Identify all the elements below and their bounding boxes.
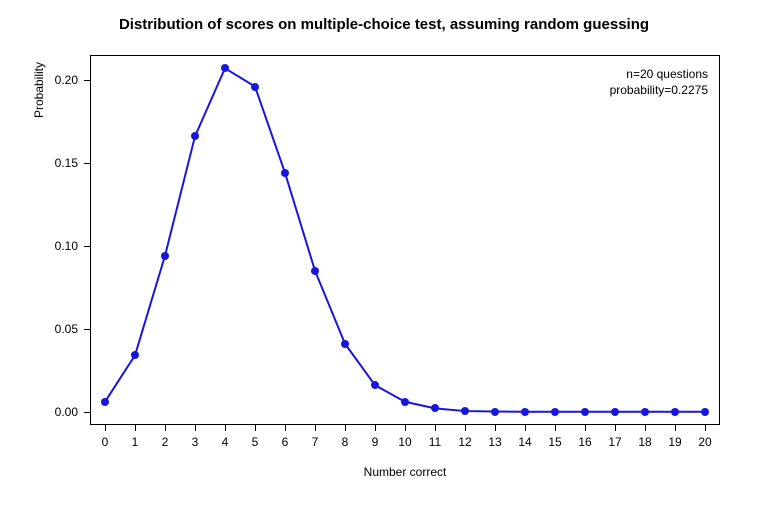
data-point	[701, 408, 709, 416]
series-line	[0, 0, 768, 514]
data-point	[431, 404, 439, 412]
data-point	[521, 408, 529, 416]
data-point	[161, 252, 169, 260]
data-point	[461, 407, 469, 415]
data-point	[341, 340, 349, 348]
data-point	[101, 398, 109, 406]
data-point	[371, 381, 379, 389]
data-point	[401, 398, 409, 406]
data-point	[611, 408, 619, 416]
data-point	[581, 408, 589, 416]
data-point	[221, 64, 229, 72]
data-point	[251, 83, 259, 91]
data-point	[311, 267, 319, 275]
data-point	[671, 408, 679, 416]
data-point	[131, 351, 139, 359]
data-point	[281, 169, 289, 177]
data-point	[551, 408, 559, 416]
data-point	[191, 132, 199, 140]
data-point	[491, 408, 499, 416]
data-point	[641, 408, 649, 416]
